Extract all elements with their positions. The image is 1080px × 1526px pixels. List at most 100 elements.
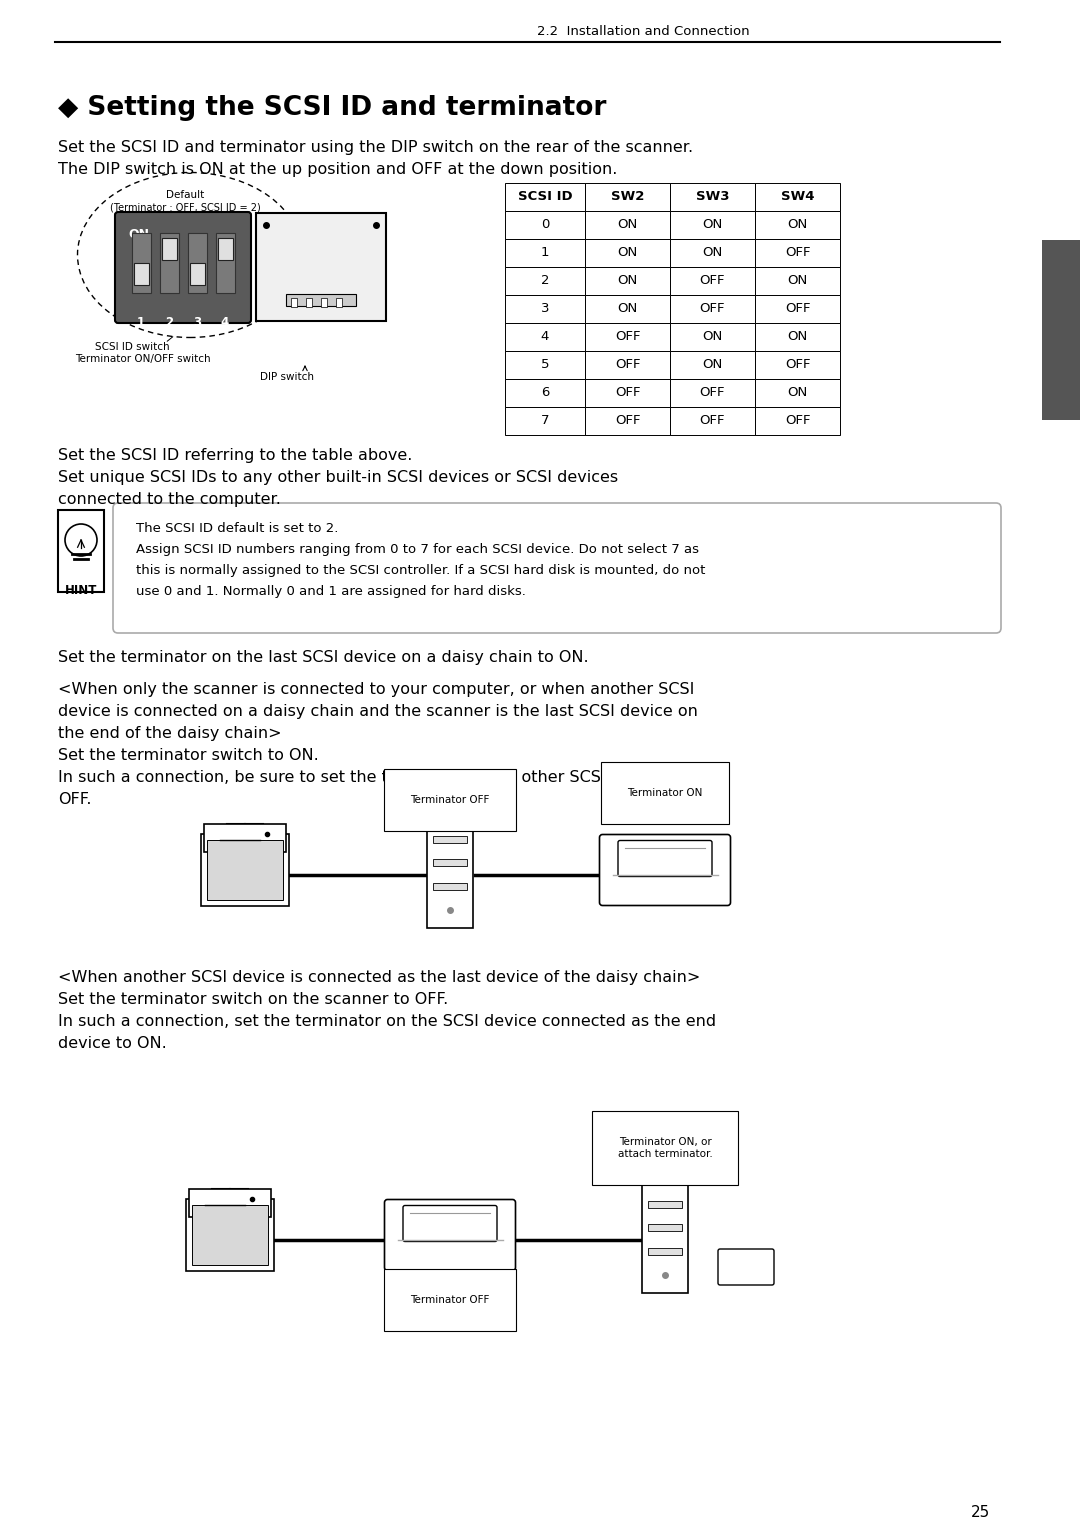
Bar: [670, 324, 755, 351]
Text: ON: ON: [618, 218, 637, 232]
Text: 5: 5: [541, 359, 550, 371]
Text: Default: Default: [166, 191, 204, 200]
Bar: [585, 324, 670, 351]
Bar: [505, 240, 585, 267]
Text: Assign SCSI ID numbers ranging from 0 to 7 for each SCSI device. Do not select 7: Assign SCSI ID numbers ranging from 0 to…: [136, 543, 699, 555]
Circle shape: [65, 523, 97, 555]
Text: OFF: OFF: [700, 386, 726, 400]
Text: (Terminator : OFF, SCSI ID = 2): (Terminator : OFF, SCSI ID = 2): [110, 201, 260, 212]
Bar: [648, 1248, 681, 1254]
Text: 2.2  Installation and Connection: 2.2 Installation and Connection: [538, 24, 750, 38]
FancyBboxPatch shape: [618, 841, 712, 876]
Bar: [585, 211, 670, 240]
Text: ENGLISH: ENGLISH: [1054, 301, 1067, 359]
Text: Terminator OFF: Terminator OFF: [410, 795, 489, 806]
Bar: [670, 240, 755, 267]
Text: ON: ON: [618, 275, 637, 287]
Bar: [585, 240, 670, 267]
Text: 3: 3: [541, 302, 550, 316]
Text: OFF: OFF: [615, 331, 640, 343]
Text: SW4: SW4: [781, 191, 814, 203]
Bar: [670, 351, 755, 378]
Bar: [670, 183, 755, 211]
Text: SW2: SW2: [611, 191, 644, 203]
Bar: [336, 298, 342, 307]
Bar: [192, 1206, 268, 1265]
Bar: [427, 812, 473, 928]
Bar: [670, 211, 755, 240]
Text: 3: 3: [193, 316, 201, 330]
Bar: [755, 351, 840, 378]
Bar: [505, 407, 585, 435]
Bar: [58, 510, 104, 592]
Text: In such a connection, set the terminator on the SCSI device connected as the end: In such a connection, set the terminator…: [58, 1013, 716, 1029]
Text: Set the SCSI ID referring to the table above.: Set the SCSI ID referring to the table a…: [58, 449, 413, 462]
Text: 4: 4: [221, 316, 229, 330]
Bar: [162, 238, 177, 259]
Text: connected to the computer.: connected to the computer.: [58, 491, 281, 507]
Bar: [207, 839, 283, 900]
Bar: [755, 183, 840, 211]
Text: 2: 2: [541, 275, 550, 287]
Bar: [648, 1224, 681, 1231]
Bar: [188, 233, 207, 293]
Text: Set the terminator on the last SCSI device on a daisy chain to ON.: Set the terminator on the last SCSI devi…: [58, 650, 589, 665]
FancyBboxPatch shape: [384, 1199, 515, 1271]
Bar: [585, 351, 670, 378]
Bar: [585, 267, 670, 295]
FancyBboxPatch shape: [113, 504, 1001, 633]
Bar: [755, 211, 840, 240]
Bar: [134, 262, 149, 285]
Text: ON: ON: [787, 331, 808, 343]
Bar: [505, 211, 585, 240]
Bar: [585, 407, 670, 435]
Bar: [160, 233, 179, 293]
Bar: [755, 324, 840, 351]
Bar: [755, 267, 840, 295]
Text: OFF: OFF: [700, 275, 726, 287]
Bar: [505, 295, 585, 324]
Text: ON: ON: [702, 359, 723, 371]
Bar: [505, 351, 585, 378]
Text: 1: 1: [137, 316, 145, 330]
Bar: [186, 1199, 274, 1271]
Text: 2: 2: [165, 316, 173, 330]
Bar: [642, 1178, 688, 1293]
Text: 25: 25: [971, 1505, 990, 1520]
Text: OFF: OFF: [785, 302, 810, 316]
Text: ON: ON: [702, 331, 723, 343]
Bar: [256, 214, 386, 320]
Text: Set the terminator switch to ON.: Set the terminator switch to ON.: [58, 748, 319, 763]
Bar: [1042, 240, 1080, 420]
Text: OFF: OFF: [700, 302, 726, 316]
Text: SCSI ID: SCSI ID: [517, 191, 572, 203]
Text: Terminator OFF: Terminator OFF: [410, 1296, 489, 1305]
Text: this is normally assigned to the SCSI controller. If a SCSI hard disk is mounted: this is normally assigned to the SCSI co…: [136, 565, 705, 577]
Text: ◆ Setting the SCSI ID and terminator: ◆ Setting the SCSI ID and terminator: [58, 95, 606, 121]
Bar: [189, 1189, 271, 1218]
Text: 1: 1: [541, 247, 550, 259]
Bar: [585, 183, 670, 211]
Text: OFF: OFF: [785, 359, 810, 371]
Text: OFF: OFF: [615, 415, 640, 427]
Text: 7: 7: [541, 415, 550, 427]
Bar: [505, 267, 585, 295]
Text: HINT: HINT: [65, 584, 97, 597]
Bar: [755, 295, 840, 324]
Text: OFF: OFF: [785, 247, 810, 259]
Text: 6: 6: [541, 386, 550, 400]
Text: Terminator ON, or
attach terminator.: Terminator ON, or attach terminator.: [618, 1137, 713, 1158]
Text: DIP switch: DIP switch: [260, 372, 314, 382]
Bar: [321, 298, 327, 307]
Text: OFF: OFF: [785, 415, 810, 427]
Bar: [670, 295, 755, 324]
Text: Terminator ON/OFF switch: Terminator ON/OFF switch: [75, 354, 211, 365]
FancyBboxPatch shape: [599, 835, 730, 905]
Bar: [433, 859, 467, 865]
Text: Set unique SCSI IDs to any other built-in SCSI devices or SCSI devices: Set unique SCSI IDs to any other built-i…: [58, 470, 618, 485]
Text: ON: ON: [787, 275, 808, 287]
Bar: [190, 262, 205, 285]
Text: Terminator ON: Terminator ON: [627, 787, 703, 798]
FancyBboxPatch shape: [718, 1248, 774, 1285]
Bar: [201, 835, 289, 906]
